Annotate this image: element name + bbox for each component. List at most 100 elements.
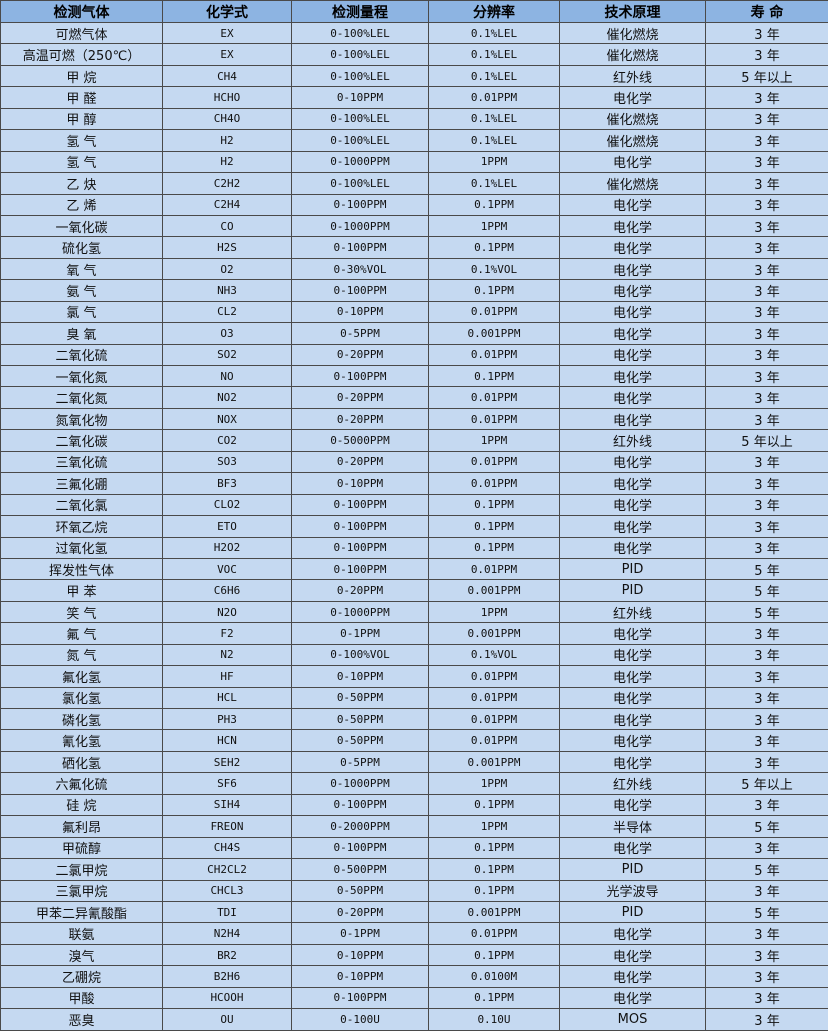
cell-resolution: 0.1%LEL bbox=[429, 65, 560, 86]
cell-range: 0-50PPM bbox=[292, 687, 429, 708]
cell-resolution: 0.1PPM bbox=[429, 944, 560, 965]
cell-principle: 红外线 bbox=[560, 65, 706, 86]
cell-gas: 氨 气 bbox=[1, 280, 163, 301]
cell-range: 0-20PPM bbox=[292, 344, 429, 365]
cell-lifespan: 3 年 bbox=[706, 473, 828, 494]
cell-formula: SO2 bbox=[163, 344, 292, 365]
cell-resolution: 0.01PPM bbox=[429, 923, 560, 944]
cell-lifespan: 3 年 bbox=[706, 944, 828, 965]
cell-gas: 过氧化氢 bbox=[1, 537, 163, 558]
cell-range: 0-10PPM bbox=[292, 301, 429, 322]
header-formula: 化学式 bbox=[163, 1, 292, 23]
cell-formula: HCOOH bbox=[163, 987, 292, 1008]
cell-principle: 电化学 bbox=[560, 87, 706, 108]
cell-lifespan: 5 年 bbox=[706, 816, 828, 837]
cell-gas: 三氯甲烷 bbox=[1, 880, 163, 901]
cell-gas: 恶臭 bbox=[1, 1009, 163, 1030]
cell-range: 0-100PPM bbox=[292, 516, 429, 537]
cell-gas: 二氧化碳 bbox=[1, 430, 163, 451]
cell-resolution: 0.1%LEL bbox=[429, 23, 560, 44]
cell-range: 0-100%LEL bbox=[292, 108, 429, 129]
cell-lifespan: 5 年 bbox=[706, 859, 828, 880]
cell-range: 0-5PPM bbox=[292, 751, 429, 772]
cell-lifespan: 3 年 bbox=[706, 644, 828, 665]
cell-lifespan: 3 年 bbox=[706, 987, 828, 1008]
cell-formula: NH3 bbox=[163, 280, 292, 301]
cell-principle: 电化学 bbox=[560, 323, 706, 344]
cell-gas: 乙 烯 bbox=[1, 194, 163, 215]
cell-lifespan: 3 年 bbox=[706, 966, 828, 987]
cell-principle: 半导体 bbox=[560, 816, 706, 837]
cell-lifespan: 3 年 bbox=[706, 173, 828, 194]
cell-range: 0-100PPM bbox=[292, 837, 429, 858]
cell-principle: 电化学 bbox=[560, 966, 706, 987]
cell-range: 0-20PPM bbox=[292, 580, 429, 601]
cell-resolution: 1PPM bbox=[429, 601, 560, 622]
cell-formula: CH4O bbox=[163, 108, 292, 129]
cell-formula: H2S bbox=[163, 237, 292, 258]
cell-resolution: 0.001PPM bbox=[429, 623, 560, 644]
cell-formula: SF6 bbox=[163, 773, 292, 794]
cell-principle: 电化学 bbox=[560, 258, 706, 279]
cell-lifespan: 3 年 bbox=[706, 23, 828, 44]
cell-formula: HCL bbox=[163, 687, 292, 708]
cell-formula: F2 bbox=[163, 623, 292, 644]
cell-resolution: 0.01PPM bbox=[429, 709, 560, 730]
cell-range: 0-100%VOL bbox=[292, 644, 429, 665]
cell-principle: 红外线 bbox=[560, 773, 706, 794]
cell-lifespan: 3 年 bbox=[706, 408, 828, 429]
cell-lifespan: 5 年以上 bbox=[706, 773, 828, 794]
cell-range: 0-100U bbox=[292, 1009, 429, 1030]
cell-resolution: 0.1%LEL bbox=[429, 44, 560, 65]
cell-gas: 甲 烷 bbox=[1, 65, 163, 86]
cell-formula: ETO bbox=[163, 516, 292, 537]
cell-gas: 二氧化硫 bbox=[1, 344, 163, 365]
cell-principle: 电化学 bbox=[560, 280, 706, 301]
cell-range: 0-100PPM bbox=[292, 237, 429, 258]
cell-principle: 电化学 bbox=[560, 494, 706, 515]
cell-gas: 氰化氢 bbox=[1, 730, 163, 751]
cell-range: 0-50PPM bbox=[292, 880, 429, 901]
cell-range: 0-10PPM bbox=[292, 944, 429, 965]
cell-formula: CH2CL2 bbox=[163, 859, 292, 880]
cell-gas: 甲 醛 bbox=[1, 87, 163, 108]
cell-formula: NOX bbox=[163, 408, 292, 429]
cell-resolution: 0.01PPM bbox=[429, 473, 560, 494]
cell-gas: 硅 烷 bbox=[1, 794, 163, 815]
cell-formula: C2H2 bbox=[163, 173, 292, 194]
cell-resolution: 0.1%LEL bbox=[429, 130, 560, 151]
cell-resolution: 0.1PPM bbox=[429, 987, 560, 1008]
cell-lifespan: 3 年 bbox=[706, 108, 828, 129]
cell-gas: 氮 气 bbox=[1, 644, 163, 665]
cell-resolution: 0.1PPM bbox=[429, 366, 560, 387]
cell-range: 0-10PPM bbox=[292, 966, 429, 987]
cell-principle: 电化学 bbox=[560, 537, 706, 558]
cell-principle: 电化学 bbox=[560, 687, 706, 708]
cell-resolution: 0.1PPM bbox=[429, 237, 560, 258]
cell-resolution: 0.1PPM bbox=[429, 494, 560, 515]
cell-resolution: 0.1%VOL bbox=[429, 644, 560, 665]
cell-principle: 电化学 bbox=[560, 644, 706, 665]
cell-resolution: 1PPM bbox=[429, 215, 560, 236]
cell-formula: EX bbox=[163, 23, 292, 44]
cell-range: 0-5PPM bbox=[292, 323, 429, 344]
cell-range: 0-100%LEL bbox=[292, 65, 429, 86]
